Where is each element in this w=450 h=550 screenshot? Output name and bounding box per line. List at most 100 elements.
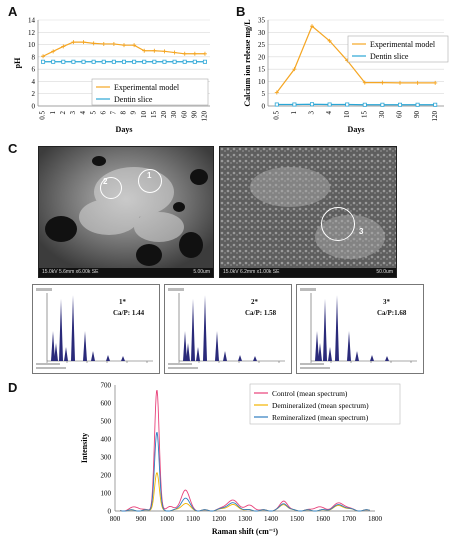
chart-d-xtick-label: 1000 <box>160 515 175 523</box>
chart-b-ytick-label: 25 <box>258 41 266 49</box>
sem-image-1: 2 1 15.0kV 5.6mm x6.00k SE 5.00um <box>38 146 214 278</box>
panel-label-d: D <box>8 380 18 395</box>
edx-plot-1 <box>36 288 153 369</box>
chart-a-ytick-label: 2 <box>32 90 36 98</box>
edx-peak <box>191 299 195 361</box>
chart-a-xtick-label: 9 <box>130 111 138 115</box>
edx-footer-mark <box>300 367 330 369</box>
chart-b-xtick-label: 30 <box>378 111 386 119</box>
chart-a-ytick-label: 12 <box>28 29 36 37</box>
chart-a-data-point <box>111 41 116 46</box>
edx-1-id: 1* <box>119 298 126 306</box>
chart-b-xtick-label: 15 <box>360 111 368 119</box>
sem-marker-3-label: 3 <box>359 227 364 236</box>
sem-texture-1 <box>39 147 213 277</box>
panel-label-b: B <box>236 4 246 19</box>
chart-a-data-point <box>152 59 157 64</box>
chart-b-data-point <box>292 102 297 107</box>
chart-d-ytick-label: 300 <box>101 454 112 462</box>
edx-spectrum-3: 3* Ca/P:1.68 <box>296 284 424 374</box>
chart-b-data-point <box>292 67 297 72</box>
edx-plot-2 <box>168 288 285 369</box>
chart-a-data-point <box>122 43 126 48</box>
chart-a-data-point <box>182 51 187 56</box>
chart-b-data-point <box>274 102 279 107</box>
chart-a-xtick-label: 90 <box>190 111 198 119</box>
chart-d-spectrum-line <box>120 389 370 512</box>
chart-d-ytick-label: 500 <box>101 418 112 426</box>
chart-a-legend-box <box>91 78 209 106</box>
chart-a-xtick-label: 4 <box>79 111 87 115</box>
edx-peak <box>335 295 339 361</box>
edx-3-id: 3* <box>383 298 390 306</box>
chart-b-xlabel: Days <box>348 125 365 134</box>
chart-a-data-point <box>202 59 207 64</box>
chart-a-data-point <box>202 51 207 56</box>
edx-peak <box>215 331 219 361</box>
edx-peak <box>71 295 75 361</box>
chart-d-ytick-label: 200 <box>101 472 112 480</box>
edx-peak <box>196 347 200 361</box>
chart-d-ytick-label: 700 <box>101 382 112 390</box>
edx-peak <box>51 331 55 361</box>
chart-a-data-point <box>142 59 147 64</box>
chart-a-data-point <box>61 59 66 64</box>
chart-a-ytick-label: 6 <box>32 66 36 74</box>
chart-a-ytick-label: 4 <box>32 78 36 86</box>
chart-a-data-point <box>81 59 86 64</box>
edx-2-ratio: Ca/P: 1.58 <box>245 309 277 317</box>
edx-header-mark <box>36 288 52 291</box>
chart-a-data-point <box>101 59 106 64</box>
chart-a-data-point <box>71 40 76 45</box>
chart-a-xlabel: Days <box>116 125 133 134</box>
panel-label-c: C <box>8 141 18 156</box>
chart-a-legend-label: Experimental model <box>114 83 180 92</box>
edx-spectrum-2: 2* Ca/P: 1.58 <box>164 284 292 374</box>
chart-d-xtick-label: 1600 <box>316 515 331 523</box>
chart-a-data-point <box>192 51 197 56</box>
chart-d-xlabel: Raman shift (cm⁻¹) <box>212 527 279 536</box>
edx-peak <box>370 355 374 361</box>
chart-a-data-point <box>91 41 96 46</box>
chart-d-xtick-label: 1500 <box>290 515 305 523</box>
chart-b-data-point <box>310 102 315 107</box>
chart-a-xtick-label: 20 <box>160 111 168 119</box>
chart-d-xtick-label: 1700 <box>342 515 357 523</box>
chart-a-xtick-label: 30 <box>170 111 178 119</box>
edx-peak <box>355 351 359 361</box>
edx-peak <box>186 343 190 361</box>
edx-footer-mark <box>36 363 60 365</box>
chart-d-xtick-label: 900 <box>136 515 147 523</box>
chart-a-data-point <box>91 59 96 64</box>
edx-peak <box>318 343 322 361</box>
sem-marker-2-circle <box>100 177 122 199</box>
chart-a-data-point <box>152 48 157 53</box>
chart-d-xtick-label: 800 <box>110 515 121 523</box>
chart-d-legend-label: Demineralized (mean spectrum) <box>272 401 369 410</box>
chart-b-ylabel: Calcium ion release mg/L <box>243 19 252 106</box>
chart-b-xtick-label: 90 <box>413 111 421 119</box>
sem-2-settings: 15.0kV 6.2mm x1.00k SE <box>223 269 280 275</box>
chart-b-xtick-label: 1 <box>290 111 298 115</box>
edx-peak <box>253 356 257 361</box>
edx-peak <box>121 356 125 361</box>
chart-a-data-point <box>71 59 76 64</box>
edx-peak <box>83 331 87 361</box>
chart-d-ytick-label: 100 <box>101 490 112 498</box>
chart-a-legend-label: Dentin slice <box>114 95 153 104</box>
chart-b-data-point <box>397 102 402 107</box>
chart-b-ytick-label: 10 <box>258 78 266 86</box>
edx-peak <box>64 347 68 361</box>
chart-b-data-point <box>310 24 314 29</box>
chart-a-data-point <box>182 59 187 64</box>
chart-b-ytick-label: 30 <box>258 29 266 37</box>
chart-b-ytick-label: 15 <box>258 66 266 74</box>
edx-header-mark <box>168 288 184 291</box>
chart-b-data-point <box>433 102 438 107</box>
chart-a-ytick-label: 8 <box>32 53 36 61</box>
sem-marker-1-circle <box>138 169 162 193</box>
chart-b-data-point <box>433 80 438 85</box>
chart-d-ytick-label: 600 <box>101 400 112 408</box>
chart-a-data-point <box>51 59 56 64</box>
